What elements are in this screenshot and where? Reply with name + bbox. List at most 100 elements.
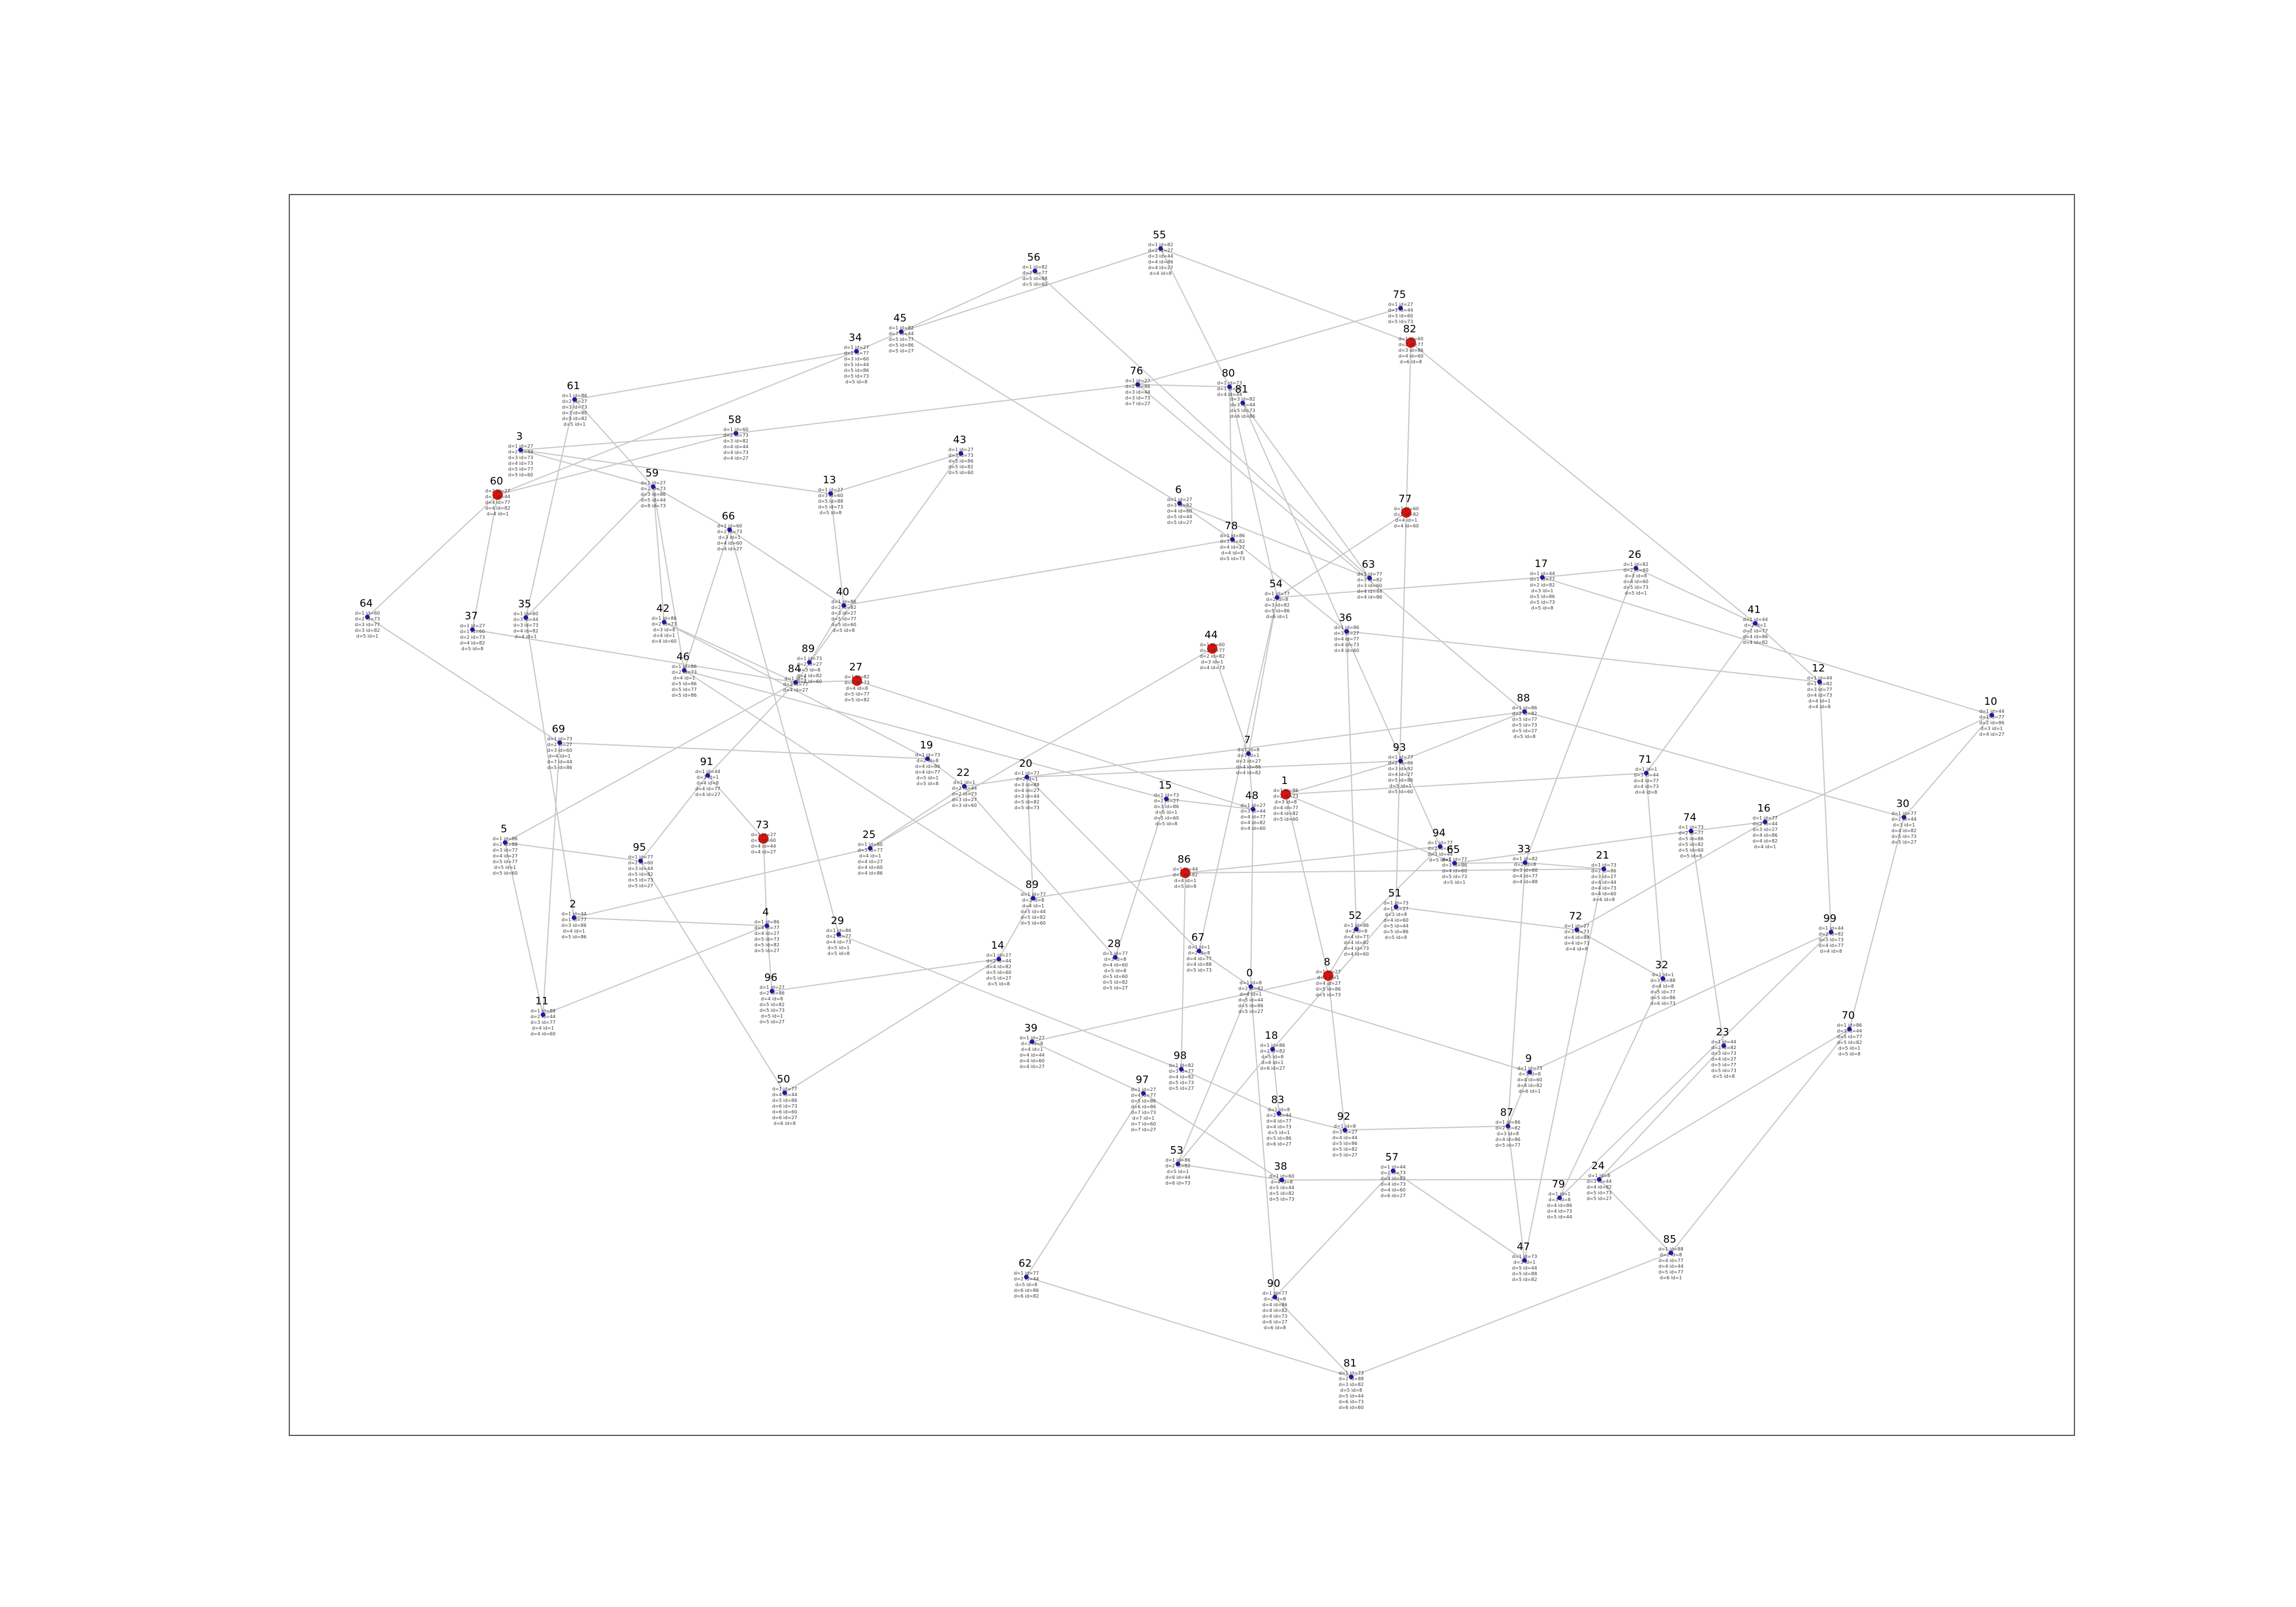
node-detail-line: d=5 id=82 xyxy=(1103,980,1128,985)
node-detail-line: d=1 id=8 xyxy=(1240,980,1262,985)
node-detail-line: d=1 id=73 xyxy=(1678,825,1704,830)
node-detail-line: d=5 id=73 xyxy=(1891,834,1917,839)
node-detail-line: d=1 id=60 xyxy=(723,427,748,432)
node-detail-line: d=7 id=44 xyxy=(547,759,572,764)
node-detail-line: d=5 id=86 xyxy=(672,693,697,698)
edge-0-9 xyxy=(1250,986,1530,1073)
node-detail-line: d=2 id=73 xyxy=(651,622,677,627)
node-detail-line: d=6 id=1 xyxy=(1660,1275,1682,1280)
node-detail-line: d=1 id=44 xyxy=(1818,926,1844,931)
node-detail-line: d=3 id=44 xyxy=(628,866,653,871)
edge-32-79 xyxy=(1559,978,1663,1198)
node-detail-line: d=4 id=86 xyxy=(1357,595,1382,600)
node-detail-line: d=4 id=8 xyxy=(1820,949,1843,954)
edge-81b-63 xyxy=(1242,402,1370,579)
node-label: 30 xyxy=(1896,798,1910,810)
node-96: 96d=1 id=27d=2 id=86d=4 id=8d=5 id=82d=5… xyxy=(759,972,785,1024)
node-detail-line: d=2 id=27 xyxy=(547,742,572,747)
node-dot xyxy=(557,740,562,745)
edge-28-22 xyxy=(964,786,1116,958)
node-detail-line: d=1 id=86 xyxy=(1273,788,1298,793)
node-detail-line: d=1 id=77 xyxy=(1388,755,1413,760)
node-detail-line: d=2 id=1 xyxy=(1317,975,1340,980)
edge-84-91 xyxy=(707,682,796,776)
node-detail-line: d=2 id=77 xyxy=(1678,830,1704,836)
node-label: 35 xyxy=(518,598,532,610)
node-detail-line: d=5 id=60 xyxy=(492,871,518,876)
node-dot xyxy=(1179,1067,1184,1072)
edge-18-83 xyxy=(1272,1049,1279,1114)
node-detail-line: d=4 id=1 xyxy=(1395,518,1418,523)
node-detail-line: d=1 id=77 xyxy=(1262,1291,1287,1296)
node-detail-line: d=1 id=73 xyxy=(1339,1371,1364,1376)
node-label: 97 xyxy=(1136,1074,1149,1086)
edge-44-25 xyxy=(870,648,1213,849)
node-detail-line: d=5 id=60 xyxy=(1678,848,1704,853)
node-detail-line: d=2 id=73 xyxy=(1380,1170,1406,1175)
node-detail-line: d=4 id=86 xyxy=(1495,1137,1521,1142)
node-detail-line: d=6 id=60 xyxy=(1339,1405,1364,1410)
node-detail-line: d=1 id=73 xyxy=(1217,381,1242,386)
marked-node-dot xyxy=(1180,868,1190,878)
node-detail-line: d=1 id=77 xyxy=(1979,715,2004,720)
node-label: 20 xyxy=(1019,758,1033,770)
node-detail-line: d=5 id=44 xyxy=(1021,909,1046,914)
node-detail-line: d=4 id=60 xyxy=(1019,1058,1045,1063)
node-detail-line: d=5 id=44 xyxy=(1167,514,1192,519)
edge-14-96 xyxy=(771,958,999,992)
node-detail-line: d=2 id=44 xyxy=(508,449,533,455)
edge-24-85 xyxy=(1599,1179,1671,1253)
node-detail-line: d=5 id=27 xyxy=(1167,520,1192,525)
edge-26-33 xyxy=(1525,568,1636,863)
node-detail-line: d=3 id=1 xyxy=(697,775,719,780)
node-detail-line: d=5 id=8 xyxy=(1531,605,1554,611)
node-detail-line: d=2 id=73 xyxy=(717,529,742,534)
node-41: 41d=1 id=44d=2 id=1d=2 id=77d=4 id=86d=4… xyxy=(1743,604,1768,645)
node-dot xyxy=(1030,1039,1034,1044)
node-label: 10 xyxy=(1984,696,1998,708)
node-detail-line: d=5 id=73 xyxy=(1316,992,1341,997)
edge-92-87 xyxy=(1344,1125,1508,1131)
node-dot xyxy=(854,349,859,354)
node-detail-line: d=2 id=1 xyxy=(1016,777,1038,782)
edge-6-63 xyxy=(1179,503,1370,579)
node-detail-line: d=4 id=73 xyxy=(508,461,533,466)
node-detail-line: d=5 id=73 xyxy=(1442,874,1467,879)
node-detail-line: d=1 id=27 xyxy=(1131,1087,1156,1092)
node-detail-line: d=4 id=60 xyxy=(797,679,822,684)
node-dot xyxy=(1354,927,1359,931)
edge-3-59 xyxy=(520,449,654,487)
node-detail-line: d=4 id=82 xyxy=(1236,770,1261,775)
node-detail-line: d=5 id=86 xyxy=(561,934,587,940)
node-54: 54d=1 id=77d=2 id=8d=3 id=82d=5 id=86d=6… xyxy=(1265,578,1290,619)
node-detail-line: d=4 id=77 xyxy=(1240,814,1266,820)
node-detail-line: d=4 id=27 xyxy=(492,853,518,859)
node-detail-line: d=4 id=77 xyxy=(1344,934,1369,940)
node-detail-line: d=4 id=77 xyxy=(1818,943,1844,948)
node-detail-line: d=4 id=82 xyxy=(1273,811,1298,816)
node-detail-line: d=4 id=60 xyxy=(858,865,883,870)
edge-17-54 xyxy=(1277,577,1543,598)
node-99: 99d=1 id=44d=2 id=82d=3 id=73d=4 id=77d=… xyxy=(1818,913,1844,954)
node-label: 86 xyxy=(1178,853,1191,865)
edge-61-35 xyxy=(525,399,575,618)
node-88: 88d=1 id=86d=2 id=82d=5 id=77d=5 id=73d=… xyxy=(1512,692,1537,739)
node-detail-line: d=4 id=73 xyxy=(1591,886,1616,891)
edge-82-77 xyxy=(1406,342,1411,513)
node-detail-line: d=4 id=1 xyxy=(1809,698,1831,704)
node-detail-line: d=5 id=8 xyxy=(1174,884,1197,889)
node-label: 92 xyxy=(1337,1111,1351,1123)
node-label: 71 xyxy=(1639,754,1652,766)
node-detail-line: d=1 id=73 xyxy=(1383,900,1409,906)
node-detail-line: d=4 id=73 xyxy=(1634,784,1659,789)
node-detail-line: d=5 id=73 xyxy=(844,374,869,379)
edge-20-89 xyxy=(1026,777,1034,899)
node-detail-line: d=2 id=73 xyxy=(723,433,748,438)
node-detail-line: d=6 id=73 xyxy=(772,1104,797,1109)
node-detail-line: d=1 id=86 xyxy=(1837,1023,1862,1028)
edge-0-53 xyxy=(1177,986,1251,1165)
node-detail-line: d=5 id=1 xyxy=(1268,1130,1290,1135)
node-80: 80 d=1 id=73d=1 id=82d=4 id=44 xyxy=(1217,367,1242,397)
node-detail-line: d=5 id=1 xyxy=(564,422,586,427)
node-82: 82d=1 id=60d=2 id=77d=3 id=86d=4 id=60d=… xyxy=(1398,323,1424,364)
